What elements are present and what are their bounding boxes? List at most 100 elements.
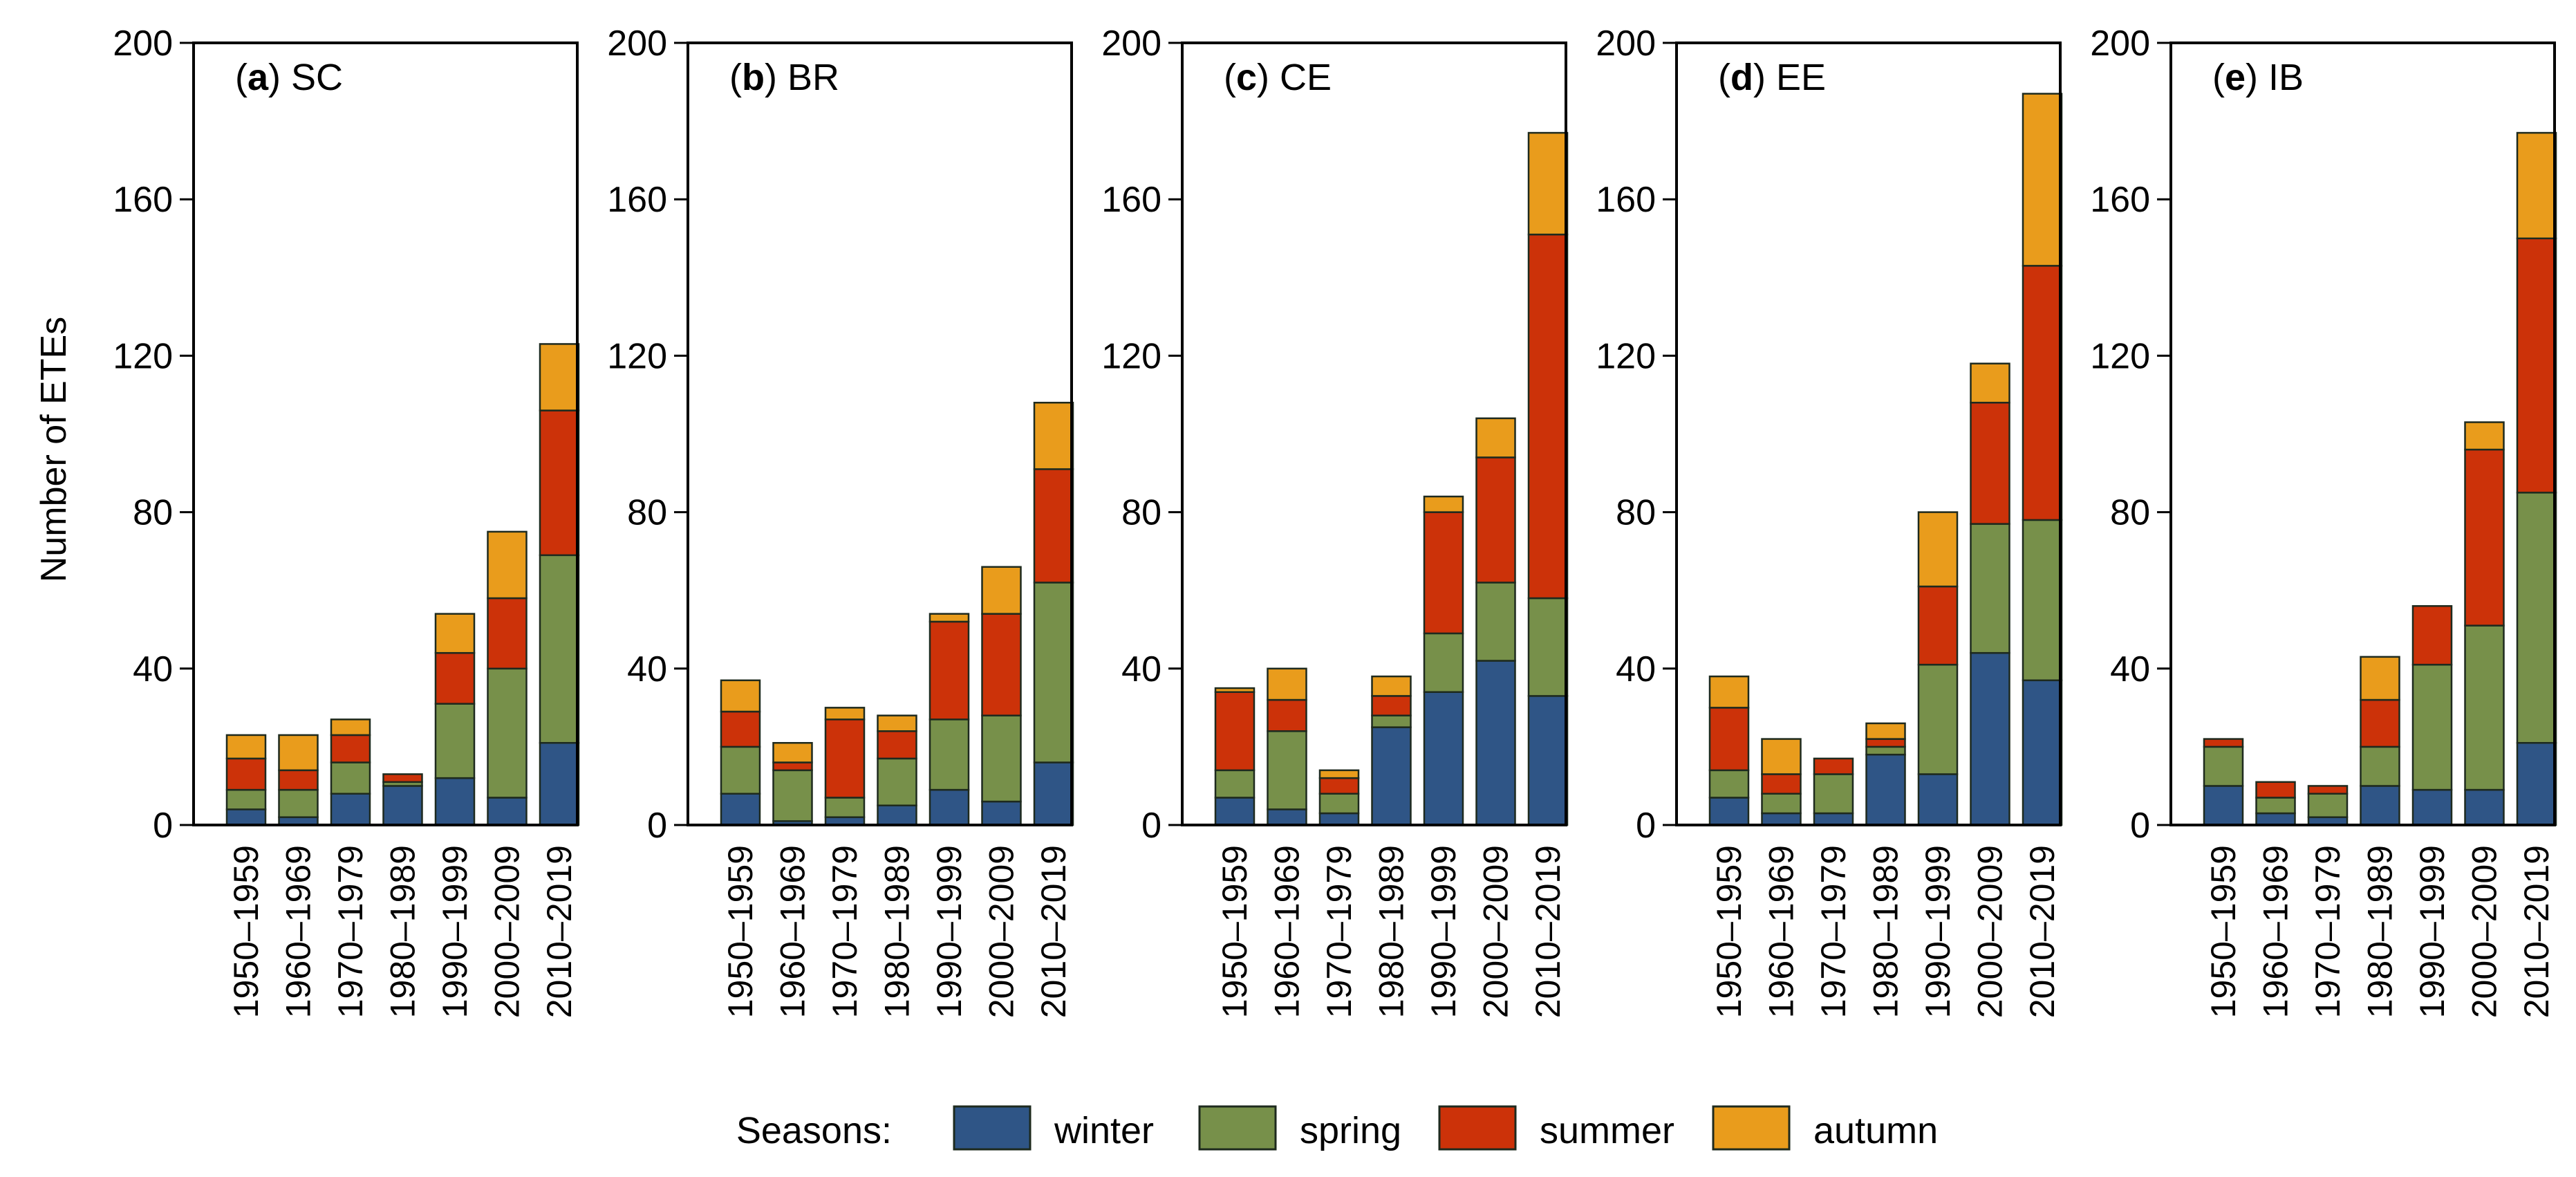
x-tick-label: 1960–1969 bbox=[774, 845, 812, 1018]
bar-segment-summer bbox=[1708, 707, 1750, 772]
x-tick-label: 1990–1999 bbox=[436, 845, 474, 1018]
bar-segment-winter bbox=[2255, 812, 2296, 826]
bar-segment-spring bbox=[487, 667, 528, 799]
x-tick-label: 2000–2009 bbox=[488, 845, 527, 1018]
bar-segment-winter bbox=[1527, 695, 1569, 826]
y-tick-label: 80 bbox=[1616, 493, 1656, 533]
bar-segment-winter bbox=[1214, 797, 1256, 826]
bar-segment-winter bbox=[1708, 797, 1750, 826]
y-tick-label: 160 bbox=[1596, 180, 1656, 220]
x-tick-label: 1980–1989 bbox=[1867, 845, 1905, 1018]
bar-segment-spring bbox=[772, 769, 813, 822]
bar-segment-summer bbox=[981, 613, 1022, 716]
legend: Seasons: winter spring summer autumn bbox=[736, 1105, 1938, 1151]
bar-segment-summer bbox=[278, 769, 319, 791]
bar-segment-autumn bbox=[877, 714, 917, 732]
bar-segment-autumn bbox=[1761, 738, 1802, 775]
bar-segment-autumn bbox=[981, 566, 1022, 615]
bar-segment-winter bbox=[1970, 651, 2010, 826]
y-tick-label: 0 bbox=[1141, 806, 1161, 846]
bar-segment-winter bbox=[981, 800, 1022, 826]
bar-segment-spring bbox=[2307, 793, 2349, 818]
bar-segment-autumn bbox=[2022, 93, 2063, 267]
bar-segment-autumn bbox=[1865, 722, 1906, 740]
bar-segment-autumn bbox=[330, 719, 371, 736]
bar-segment-summer bbox=[877, 730, 917, 760]
bar-segment-spring bbox=[225, 788, 267, 810]
bar-segment-summer bbox=[824, 719, 866, 799]
bar-segment-summer bbox=[1033, 468, 1074, 584]
bar-segment-spring bbox=[1813, 773, 1854, 815]
y-tick-label: 0 bbox=[1636, 806, 1656, 846]
x-tick-label: 1960–1969 bbox=[279, 845, 318, 1018]
bar-segment-autumn bbox=[1527, 131, 1569, 236]
x-tick-label: 1990–1999 bbox=[1424, 845, 1463, 1018]
panel-title: (e) IB bbox=[2212, 57, 2304, 98]
bar-segment-winter bbox=[225, 808, 267, 826]
y-tick-label: 80 bbox=[2110, 493, 2150, 533]
bar-segment-spring bbox=[824, 797, 866, 818]
legend-label-summer: summer bbox=[1540, 1110, 1674, 1151]
x-tick-label: 1960–1969 bbox=[1268, 845, 1307, 1018]
bar-segment-summer bbox=[1813, 757, 1854, 775]
bar-segment-winter bbox=[2203, 785, 2244, 826]
bar-segment-winter bbox=[539, 741, 580, 826]
y-tick-label: 160 bbox=[113, 180, 173, 220]
bar-segment-summer bbox=[1267, 698, 1307, 732]
bar-segment-autumn bbox=[1917, 511, 1959, 588]
y-tick-label: 200 bbox=[607, 24, 667, 64]
bar-segment-winter bbox=[487, 797, 528, 826]
bar-segment-spring bbox=[1708, 769, 1750, 799]
bar-segment-summer bbox=[487, 597, 528, 670]
bar-segment-spring bbox=[2411, 663, 2453, 791]
x-tick-label: 1950–1959 bbox=[2204, 845, 2243, 1018]
x-tick-label: 2000–2009 bbox=[1971, 845, 2010, 1018]
bar-segment-winter bbox=[1865, 753, 1906, 826]
y-tick-label: 40 bbox=[627, 649, 667, 689]
bar-segment-summer bbox=[2360, 698, 2400, 748]
x-tick-label: 2000–2009 bbox=[1477, 845, 1515, 1018]
legend-label-winter: winter bbox=[1054, 1110, 1154, 1151]
bar-segment-summer bbox=[2411, 605, 2453, 666]
bar-segment-summer bbox=[2255, 781, 2296, 799]
x-tick-label: 1950–1959 bbox=[1710, 845, 1748, 1018]
panel-br: 0 40 80 120 160 200 1950–1959 1960–1969 1970–197… bbox=[607, 24, 1074, 1018]
bar-segment-summer bbox=[1214, 691, 1256, 772]
bar-segment-winter bbox=[434, 777, 476, 826]
bar-segment-autumn bbox=[720, 679, 761, 713]
bar-segment-autumn bbox=[1214, 687, 1256, 693]
x-tick-label: 2000–2009 bbox=[982, 845, 1021, 1018]
bar-segment-spring bbox=[434, 703, 476, 779]
bar-segment-autumn bbox=[1033, 402, 1074, 470]
legend-label-autumn: autumn bbox=[1813, 1110, 1938, 1151]
bar-segment-autumn bbox=[434, 613, 476, 654]
x-tick-label: 1980–1989 bbox=[2361, 845, 2400, 1018]
bar-segment-summer bbox=[225, 757, 267, 791]
bar-segment-autumn bbox=[1423, 495, 1464, 513]
legend-swatch-autumn bbox=[1712, 1105, 1791, 1151]
bar-segment-spring bbox=[2255, 797, 2296, 815]
bar-segment-summer bbox=[1371, 695, 1412, 716]
panel-ee: 0 40 80 120 160 200 1950–1959 1960–1969 1970–197… bbox=[1596, 24, 2063, 1018]
bar-segment-winter bbox=[2464, 788, 2505, 826]
bar-segment-winter bbox=[1917, 773, 1959, 826]
bar-segment-summer bbox=[1318, 777, 1360, 795]
bar-segment-summer bbox=[1475, 456, 1516, 584]
panel-title: (c) CE bbox=[1224, 57, 1332, 98]
y-tick-label: 40 bbox=[1121, 649, 1161, 689]
y-tick-label: 120 bbox=[1596, 336, 1656, 376]
bar-segment-spring bbox=[1917, 663, 1959, 775]
x-tick-label: 1990–1999 bbox=[930, 845, 969, 1018]
panel-frame bbox=[1675, 41, 2062, 826]
y-tick-label: 80 bbox=[1121, 493, 1161, 533]
bar-segment-summer bbox=[1917, 585, 1959, 666]
bar-segment-summer bbox=[928, 620, 970, 721]
x-tick-label: 1980–1989 bbox=[384, 845, 422, 1018]
bar-segment-winter bbox=[720, 793, 761, 826]
x-tick-label: 1990–1999 bbox=[2413, 845, 2452, 1018]
bar-segment-summer bbox=[772, 761, 813, 772]
bar-segment-spring bbox=[928, 719, 970, 791]
bar-segment-winter bbox=[330, 793, 371, 826]
y-tick-label: 40 bbox=[133, 649, 173, 689]
